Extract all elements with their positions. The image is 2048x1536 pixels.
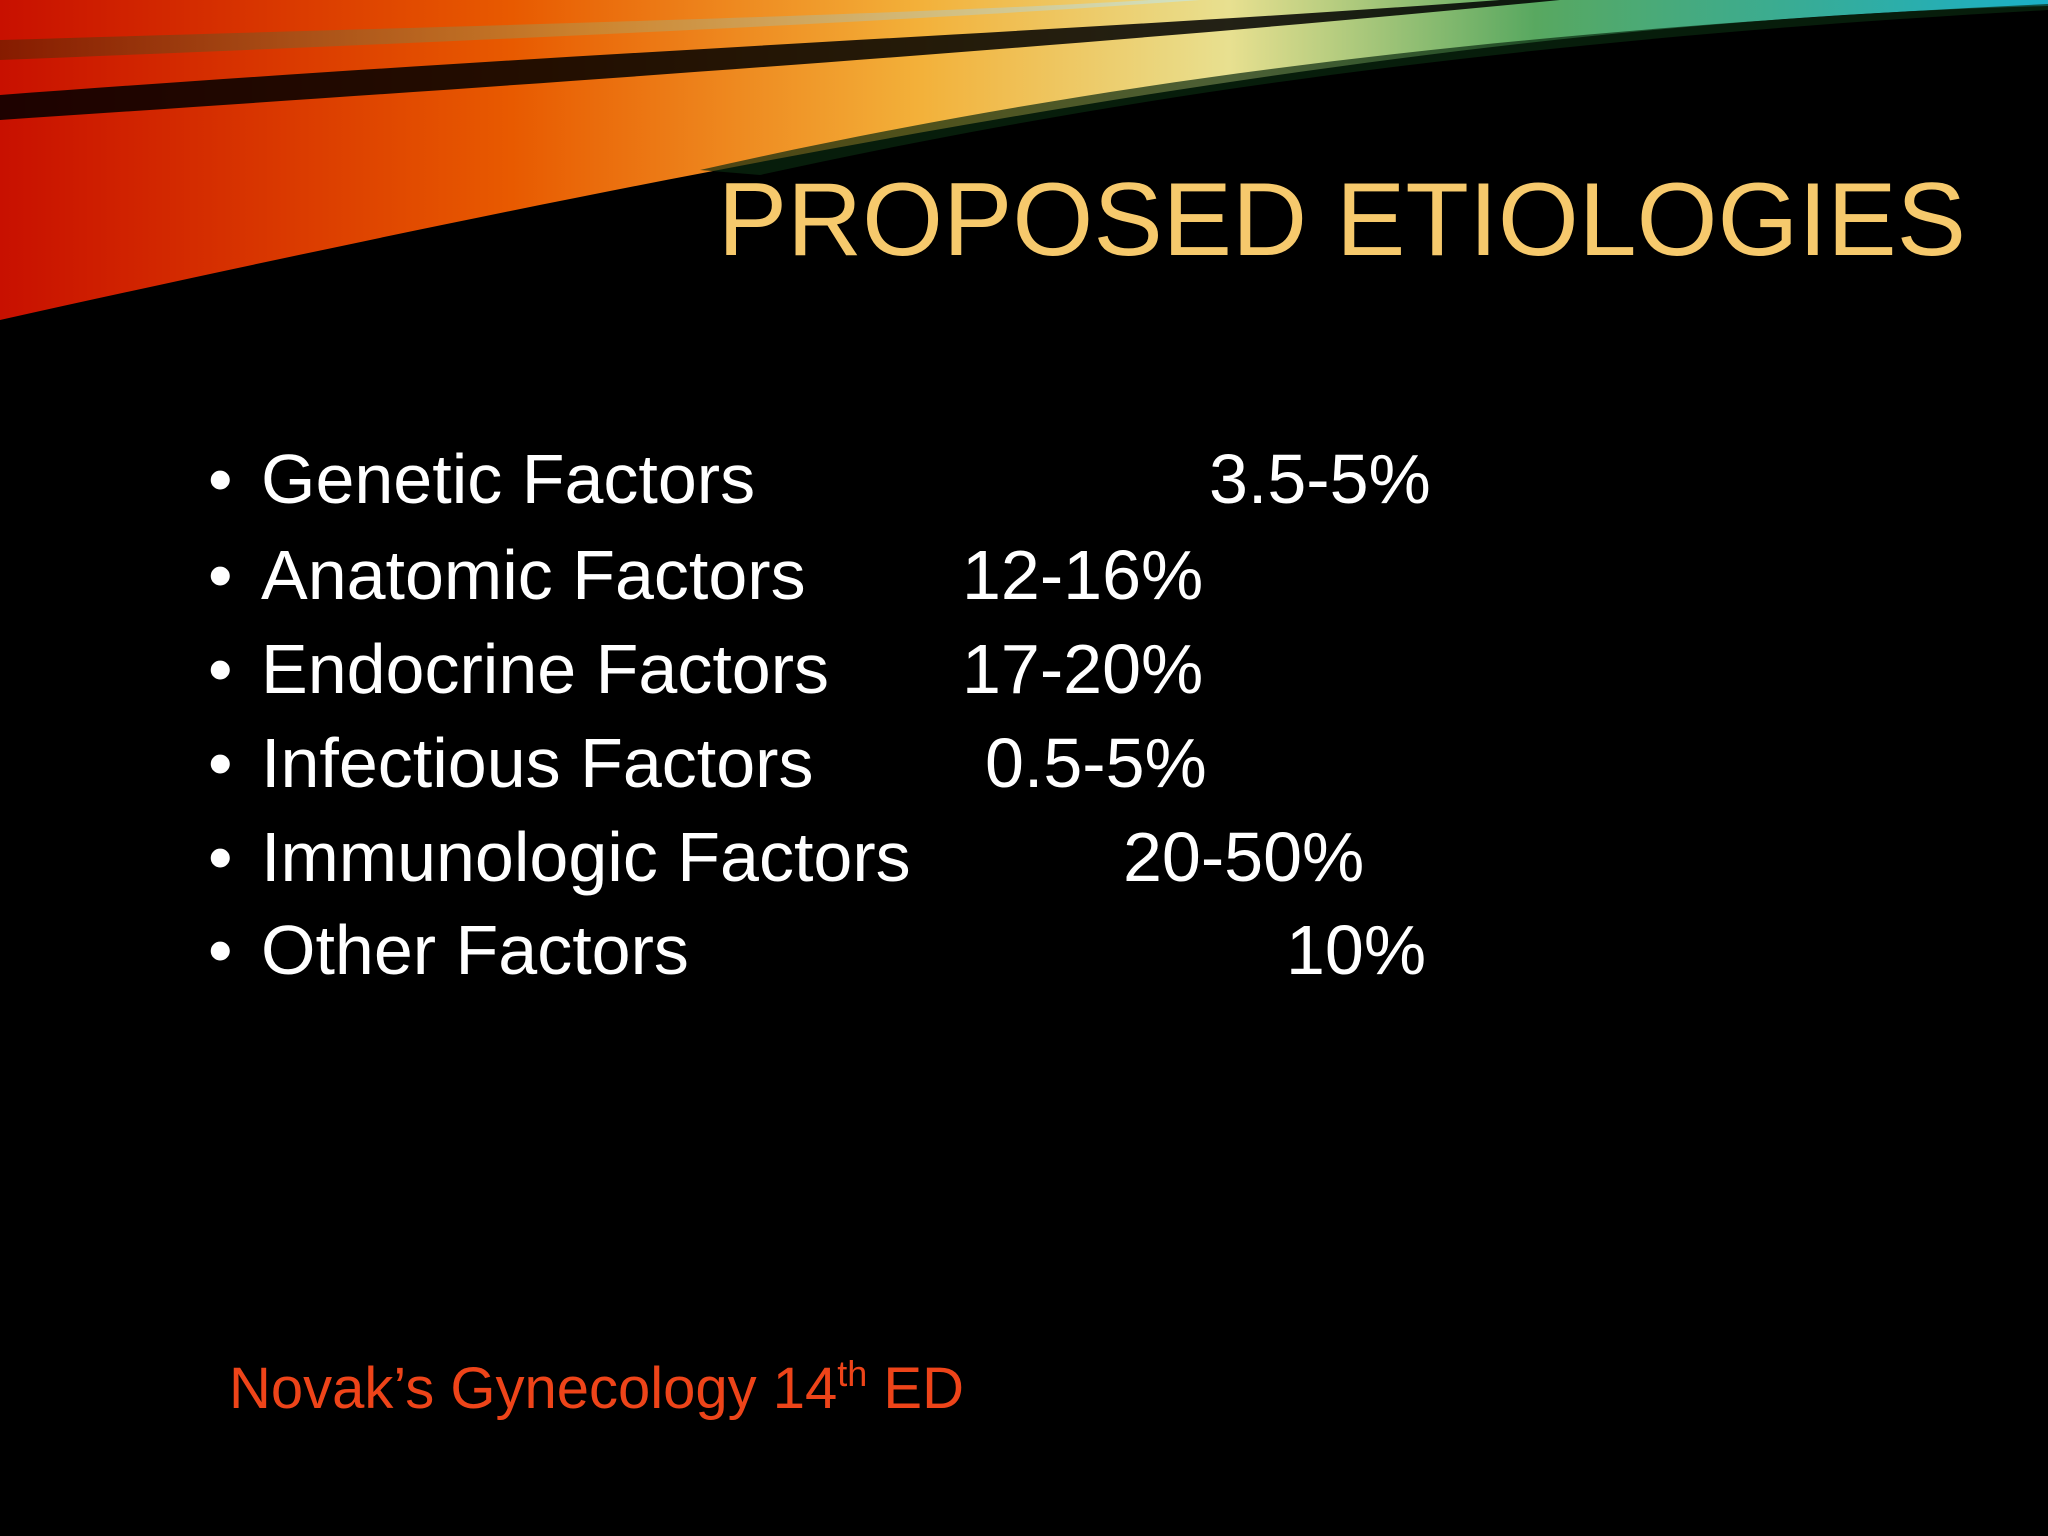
item-label: Other Factors — [261, 911, 689, 989]
decoration — [0, 0, 2048, 320]
item-value: 20-50% — [1123, 818, 1365, 896]
source-citation: Novak’s Gynecology 14th ED — [229, 1356, 964, 1418]
item-label: Endocrine Factors — [261, 630, 830, 708]
bullet-marker: • — [208, 440, 233, 518]
bullet-item: • Endocrine Factors 17-20% — [0, 624, 2048, 714]
item-value: 3.5-5% — [1209, 440, 1431, 518]
item-label: Immunologic Factors — [261, 818, 911, 896]
item-label: Infectious Factors — [261, 724, 814, 802]
item-value: 12-16% — [962, 536, 1204, 614]
bullet-marker: • — [208, 911, 233, 989]
source-text: Novak’s Gynecology 14 — [229, 1356, 838, 1421]
item-label: Genetic Factors — [261, 440, 756, 518]
item-value: 0.5-5% — [985, 724, 1207, 802]
bullet-item: • Genetic Factors 3.5-5% — [0, 434, 2048, 524]
source-superscript: th — [837, 1353, 868, 1394]
bullet-item: • Other Factors 10% — [0, 905, 2048, 995]
source-suffix: ED — [867, 1356, 964, 1421]
item-label: Anatomic Factors — [261, 536, 806, 614]
item-value: 17-20% — [962, 630, 1204, 708]
bullet-marker: • — [208, 818, 233, 896]
bullet-marker: • — [208, 724, 233, 802]
bullet-item: • Infectious Factors 0.5-5% — [0, 718, 2048, 808]
item-value: 10% — [1286, 911, 1427, 989]
bullet-item: • Immunologic Factors 20-50% — [0, 812, 2048, 902]
bullet-marker: • — [208, 536, 233, 614]
title: PROPOSED ETIOLOGIES — [717, 162, 1966, 278]
bullet-marker: • — [208, 630, 233, 708]
bullet-item: • Anatomic Factors 12-16% — [0, 530, 2048, 620]
